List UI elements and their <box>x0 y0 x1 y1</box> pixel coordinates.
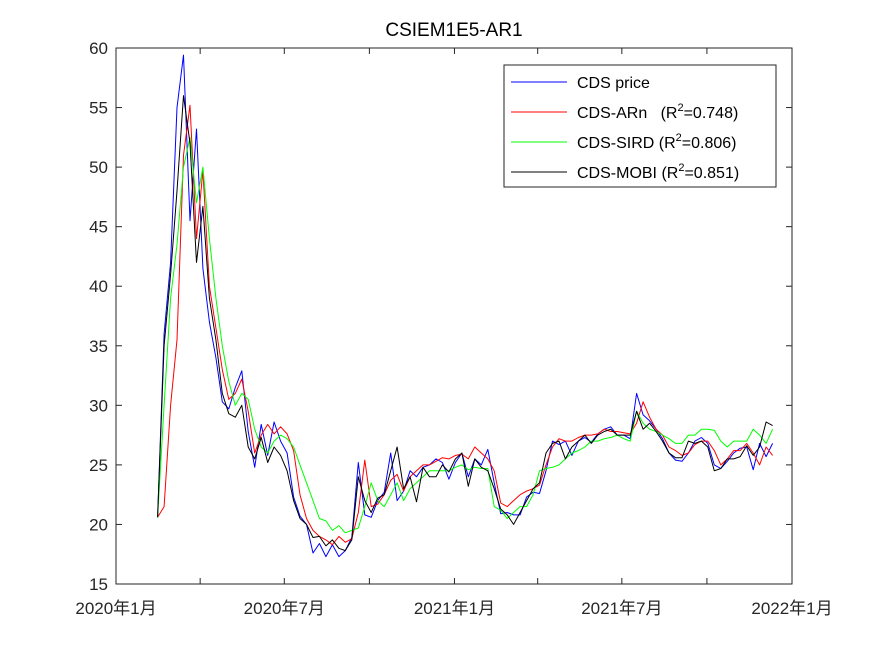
legend-entry-label: CDS-SIRD (R2=0.806) <box>577 132 737 152</box>
legend-entry-label: CDS-MOBI (R2=0.851) <box>577 162 739 182</box>
legend-r2-prefix: (R <box>654 135 675 152</box>
legend-r2-value: =0.806) <box>682 135 737 152</box>
y-tick-label: 20 <box>89 515 108 534</box>
legend-r2-prefix: (R <box>657 165 678 182</box>
axis-layer: 15 20 25 30 35 40 45 50 55 60 2020年1月 2020年7月 2021年1… <box>75 39 832 618</box>
legend-r2-superscript: 2 <box>677 102 683 114</box>
x-tick-label: 2020年1月 <box>75 599 156 618</box>
legend-entry-label: CDS price <box>577 75 650 92</box>
x-tick-label: 2021年7月 <box>581 599 662 618</box>
legend-r2-superscript: 2 <box>678 162 684 174</box>
series-line-cds-mobi <box>157 95 773 552</box>
y-tick-label: 15 <box>89 575 108 594</box>
legend-series-name: CDS-SIRD <box>577 135 654 152</box>
x-tick-label: 2020年7月 <box>244 599 325 618</box>
y-tick-label: 50 <box>89 158 108 177</box>
y-tick-label: 45 <box>89 218 108 237</box>
y-tick-label: 60 <box>89 39 108 58</box>
x-tick-label: 2022年1月 <box>751 599 832 618</box>
y-tick-label: 40 <box>89 277 108 296</box>
y-tick-label: 55 <box>89 99 108 118</box>
legend-series-name: CDS-MOBI <box>577 165 657 182</box>
y-tick-label: 25 <box>89 456 108 475</box>
legend-r2-value: =0.851) <box>684 165 739 182</box>
legend-series-name: CDS price <box>577 75 650 92</box>
legend-r2-superscript: 2 <box>676 132 682 144</box>
legend-entry-label: CDS-ARn (R2=0.748) <box>577 102 738 122</box>
legend-r2-prefix: (R <box>647 105 677 122</box>
x-tick-label: 2021年1月 <box>414 599 495 618</box>
legend-box <box>503 64 777 188</box>
series-line-cds-arn <box>157 104 773 546</box>
legend-r2-value: =0.748) <box>684 105 739 122</box>
y-tick-label: 35 <box>89 337 108 356</box>
y-tick-label: 30 <box>89 396 108 415</box>
legend-series-name: CDS-ARn <box>577 105 647 122</box>
series-layer <box>157 54 774 558</box>
chart-title: CSIEM1E5-AR1 <box>385 20 522 41</box>
